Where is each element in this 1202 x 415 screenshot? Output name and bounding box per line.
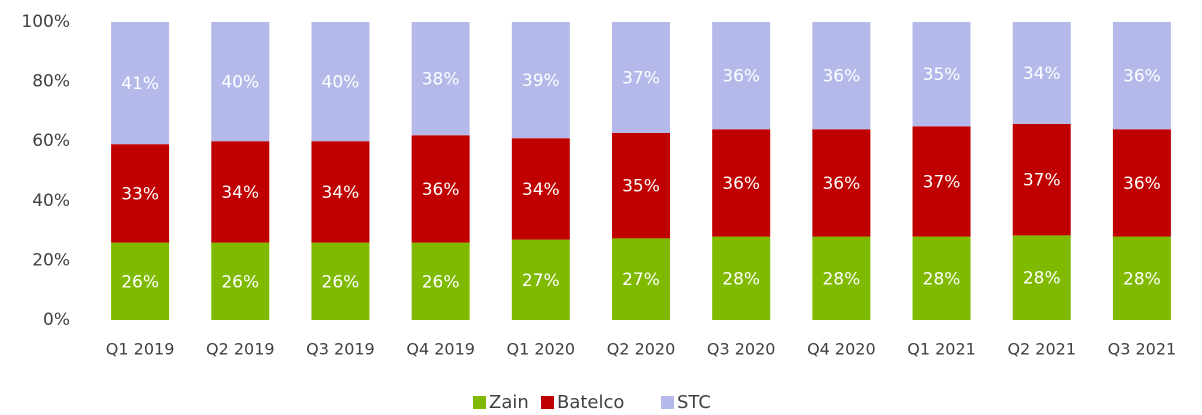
bar-segment <box>912 22 971 127</box>
bar-segment <box>1112 236 1171 320</box>
y-tick-label: 100% <box>21 12 70 32</box>
data-label: 28% <box>822 269 860 289</box>
data-label: 39% <box>522 71 560 91</box>
data-label: 37% <box>1023 171 1061 191</box>
bar-segment <box>912 236 971 320</box>
data-label: 28% <box>722 269 760 289</box>
bar-segment <box>612 132 670 239</box>
bar-segment <box>211 141 270 243</box>
bar-segment <box>1012 123 1071 236</box>
data-label: 27% <box>522 271 560 291</box>
x-tick-label: Q1 2019 <box>106 340 175 359</box>
bar-segment <box>1112 22 1171 130</box>
bar-segment <box>311 242 370 320</box>
data-label: 34% <box>322 183 360 203</box>
data-label: 26% <box>322 272 360 292</box>
data-label: 27% <box>622 270 660 290</box>
bar-segment <box>712 22 771 130</box>
y-tick-label: 60% <box>32 131 70 151</box>
data-label: 34% <box>1023 64 1061 84</box>
legend-swatch <box>661 396 674 409</box>
x-tick-label: Q3 2019 <box>306 340 375 359</box>
x-tick-label: Q3 2020 <box>707 340 776 359</box>
bar-segment <box>1112 129 1171 237</box>
x-tick-label: Q1 2020 <box>507 340 576 359</box>
bar-segment <box>812 22 871 130</box>
bar-segment <box>411 242 470 320</box>
x-tick-label: Q2 2019 <box>206 340 275 359</box>
data-label: 26% <box>422 272 460 292</box>
y-tick-label: 0% <box>43 310 70 330</box>
bar-segment <box>812 129 871 237</box>
bar-segment <box>912 126 971 237</box>
legend-swatch <box>473 396 486 409</box>
x-tick-label: Q4 2020 <box>807 340 876 359</box>
x-tick-label: Q3 2021 <box>1108 340 1177 359</box>
data-label: 34% <box>221 183 259 203</box>
x-tick-label: Q4 2019 <box>406 340 475 359</box>
bar-segment <box>411 22 470 136</box>
data-label: 41% <box>121 74 159 94</box>
bar-segment <box>311 141 370 243</box>
bar-segment <box>511 239 570 320</box>
data-label: 40% <box>322 73 360 93</box>
data-label: 40% <box>221 73 259 93</box>
x-tick-label: Q1 2021 <box>907 340 976 359</box>
bar-segment <box>812 236 871 320</box>
data-label: 26% <box>221 272 259 292</box>
data-label: 35% <box>923 65 961 85</box>
bar-segment <box>211 22 270 142</box>
data-label: 37% <box>923 172 961 192</box>
bar-segment <box>612 238 670 320</box>
bar-segment <box>211 242 270 320</box>
data-label: 36% <box>722 174 760 194</box>
bar-segment <box>111 22 170 145</box>
legend-label: Batelco <box>557 392 624 413</box>
y-tick-label: 40% <box>32 191 70 211</box>
bar-segment <box>511 22 570 139</box>
x-tick-label: Q2 2020 <box>607 340 676 359</box>
data-label: 37% <box>622 68 660 88</box>
y-tick-label: 20% <box>32 250 70 270</box>
data-label: 28% <box>1023 269 1061 289</box>
data-label: 28% <box>1123 269 1161 289</box>
legend-swatch <box>541 396 554 409</box>
data-label: 33% <box>121 184 159 204</box>
data-label: 36% <box>722 67 760 87</box>
bar-segment <box>1012 22 1071 124</box>
x-tick-label: Q2 2021 <box>1007 340 1076 359</box>
bar-segment <box>311 22 370 142</box>
y-tick-label: 80% <box>32 72 70 92</box>
bar-segment <box>712 236 771 320</box>
data-label: 35% <box>622 177 660 197</box>
data-label: 36% <box>822 174 860 194</box>
data-label: 36% <box>1123 174 1161 194</box>
bar-segment <box>111 144 170 243</box>
data-label: 38% <box>422 70 460 90</box>
bar-segment <box>411 135 470 243</box>
bar-segment <box>612 22 670 133</box>
bar-segment <box>712 129 771 237</box>
data-label: 36% <box>422 180 460 200</box>
data-label: 26% <box>121 272 159 292</box>
legend-label: STC <box>677 392 711 413</box>
data-label: 36% <box>1123 67 1161 87</box>
data-label: 36% <box>822 67 860 87</box>
bar-segment <box>1012 235 1071 320</box>
data-label: 28% <box>923 269 961 289</box>
bar-segment <box>111 242 170 320</box>
bar-segment <box>511 138 570 240</box>
data-label: 34% <box>522 180 560 200</box>
legend-label: Zain <box>489 392 529 413</box>
